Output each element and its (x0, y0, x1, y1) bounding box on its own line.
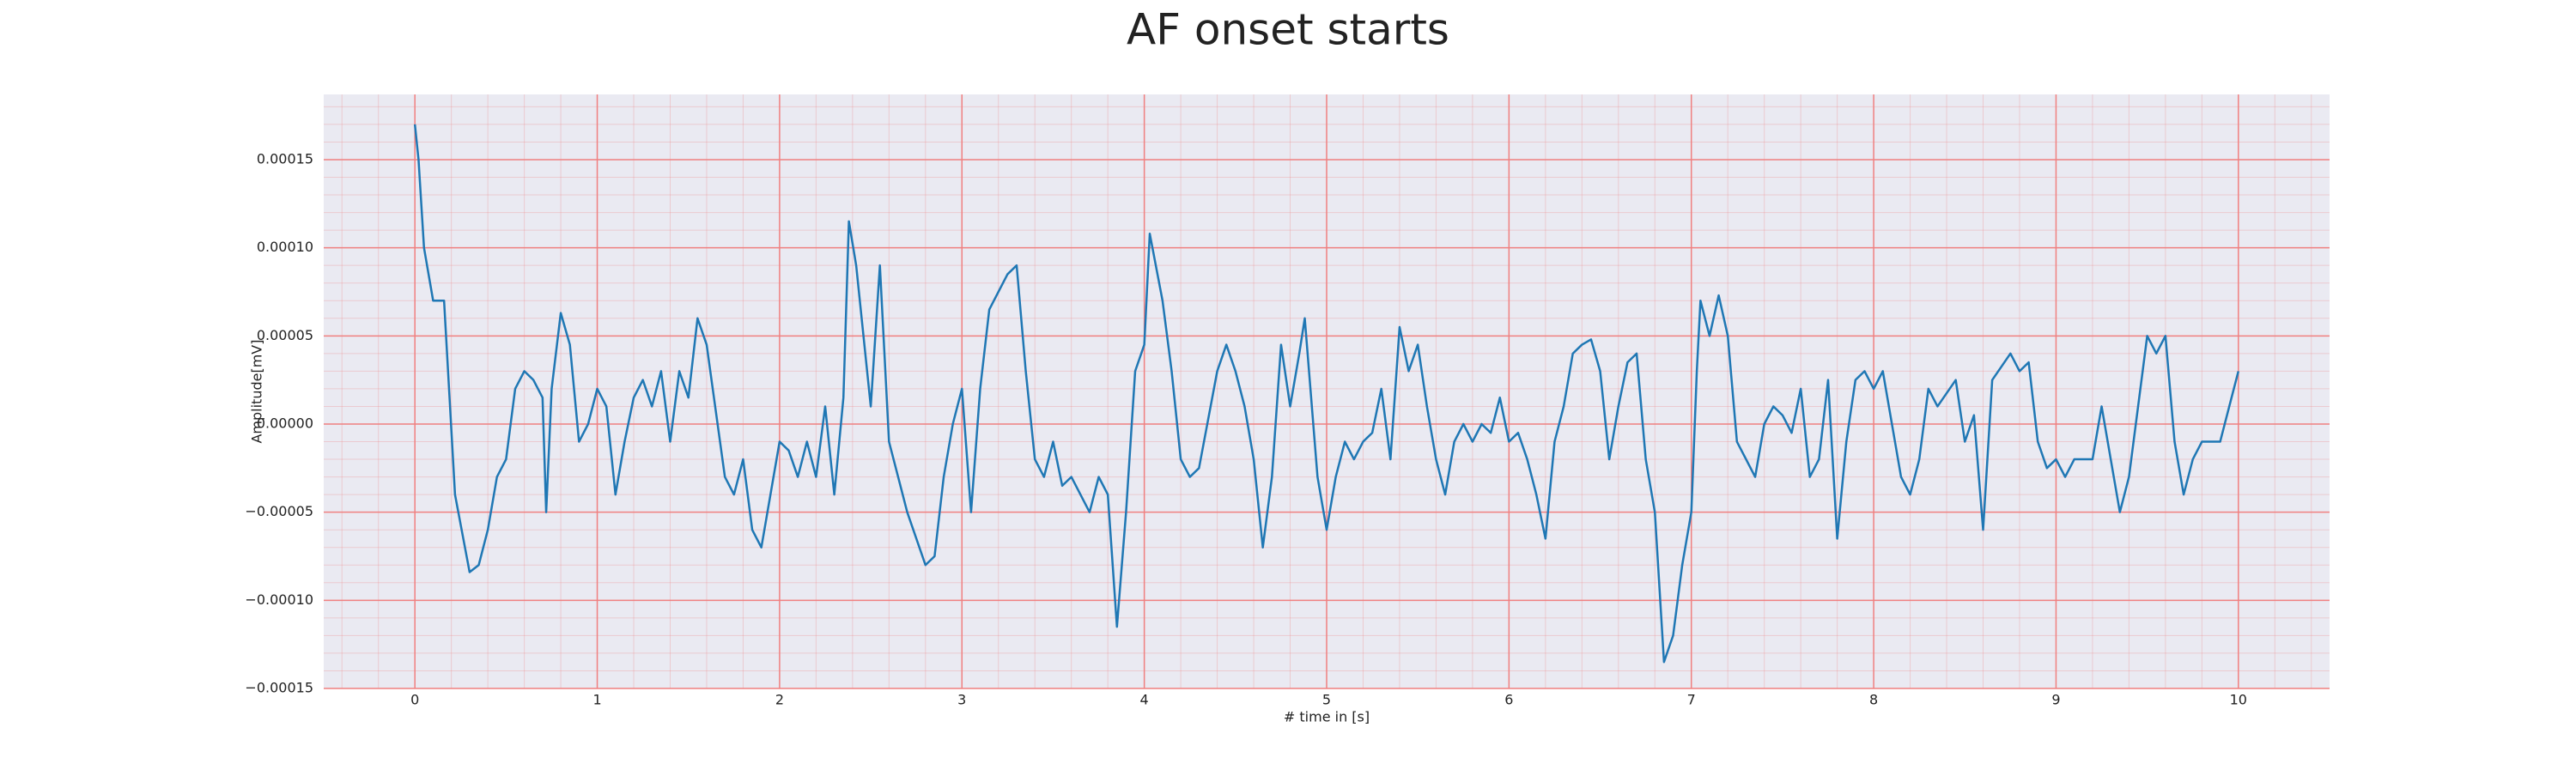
x-axis-label: # time in [s] (1284, 709, 1370, 725)
y-tick-label: −0.00015 (245, 680, 313, 696)
x-tick-label: 6 (1504, 692, 1513, 708)
x-tick-label: 9 (2051, 692, 2060, 708)
x-tick-label: 3 (957, 692, 966, 708)
y-tick-label: 0.00015 (257, 150, 313, 167)
x-tick-label: 2 (775, 692, 784, 708)
x-tick-label: 1 (592, 692, 601, 708)
y-tick-label: −0.00010 (245, 591, 313, 608)
chart-title: AF onset starts (1127, 5, 1449, 55)
y-tick-label: −0.00005 (245, 503, 313, 519)
x-tick-label: 7 (1687, 692, 1696, 708)
x-tick-label: 8 (1869, 692, 1878, 708)
y-axis-label: Amplitude[mV] (249, 339, 265, 443)
y-tick-label: 0.00000 (257, 415, 313, 431)
x-tick-label: 4 (1140, 692, 1149, 708)
x-tick-label: 0 (410, 692, 419, 708)
y-tick-label: 0.00005 (257, 327, 313, 343)
x-tick-label: 10 (2230, 692, 2247, 708)
x-tick-label: 5 (1322, 692, 1331, 708)
y-tick-label: 0.00010 (257, 239, 313, 255)
signal-line (413, 124, 2240, 664)
